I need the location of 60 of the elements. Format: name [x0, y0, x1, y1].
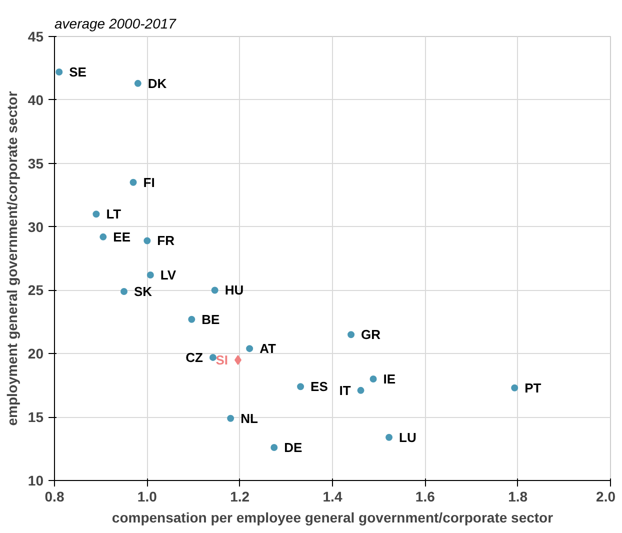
point: [234, 354, 242, 365]
y-tick-label: 15: [28, 409, 44, 426]
y-tick-label: 45: [28, 28, 44, 44]
annotation: FI: [143, 174, 155, 190]
point: [130, 178, 137, 186]
point: [511, 384, 518, 392]
y-tick-label: 35: [28, 155, 44, 172]
x-tick-label: 2.0: [596, 488, 616, 504]
x-tick-label: 1.8: [508, 488, 528, 504]
point: [348, 331, 355, 338]
chart-subtitle: average 2000-2017: [54, 16, 178, 32]
point: [209, 354, 216, 361]
annotation: IE: [383, 372, 396, 387]
point: [357, 386, 364, 394]
annotation: SK: [134, 284, 153, 299]
point: [370, 376, 377, 383]
x-tick-label: 0.8: [44, 488, 64, 504]
annotation: IT: [339, 382, 351, 398]
annotation: DK: [148, 76, 168, 91]
annotation: GR: [361, 327, 382, 342]
annotation: SE: [69, 64, 87, 80]
annotation: LV: [160, 267, 176, 282]
annotation: HU: [224, 282, 244, 298]
point: [270, 444, 278, 452]
point: [120, 288, 128, 295]
y-tick-label: 10: [28, 472, 44, 488]
x-tick-label: 1.6: [415, 488, 436, 504]
point: [146, 271, 154, 278]
point: [297, 383, 304, 390]
point: [144, 237, 151, 244]
y-axis-title: employment general government/corporate sector: [4, 90, 20, 426]
annotation: NL: [240, 410, 258, 426]
point: [386, 434, 393, 441]
annotation: PT: [524, 380, 542, 396]
y-tick-label: 25: [28, 282, 44, 298]
y-tick-label: 40: [28, 92, 44, 108]
y-tick-label: 30: [28, 218, 44, 235]
annotation: DE: [284, 440, 303, 456]
point: [246, 345, 254, 352]
annotation: LT: [106, 206, 122, 222]
x-tick-label: 1.0: [137, 488, 158, 504]
x-tick-label: 1.4: [322, 488, 342, 504]
annotation: FR: [157, 233, 176, 248]
annotation: AT: [260, 341, 276, 356]
point: [100, 233, 107, 240]
annotation: BE: [202, 312, 220, 327]
annotation: CZ: [186, 350, 204, 365]
point: [211, 286, 218, 294]
point: [227, 414, 234, 422]
x-tick-label: 1.2: [230, 488, 250, 504]
annotation: LU: [399, 430, 416, 445]
y-tick-label: 20: [28, 346, 44, 362]
x-axis-title: compensation per employee general government/corporate sector: [112, 510, 554, 526]
point: [92, 210, 100, 218]
annotation: EE: [113, 229, 131, 244]
annotation: ES: [310, 379, 328, 394]
point: [56, 68, 63, 76]
annotation: SI: [216, 352, 228, 368]
point: [188, 316, 196, 323]
point: [134, 80, 142, 87]
